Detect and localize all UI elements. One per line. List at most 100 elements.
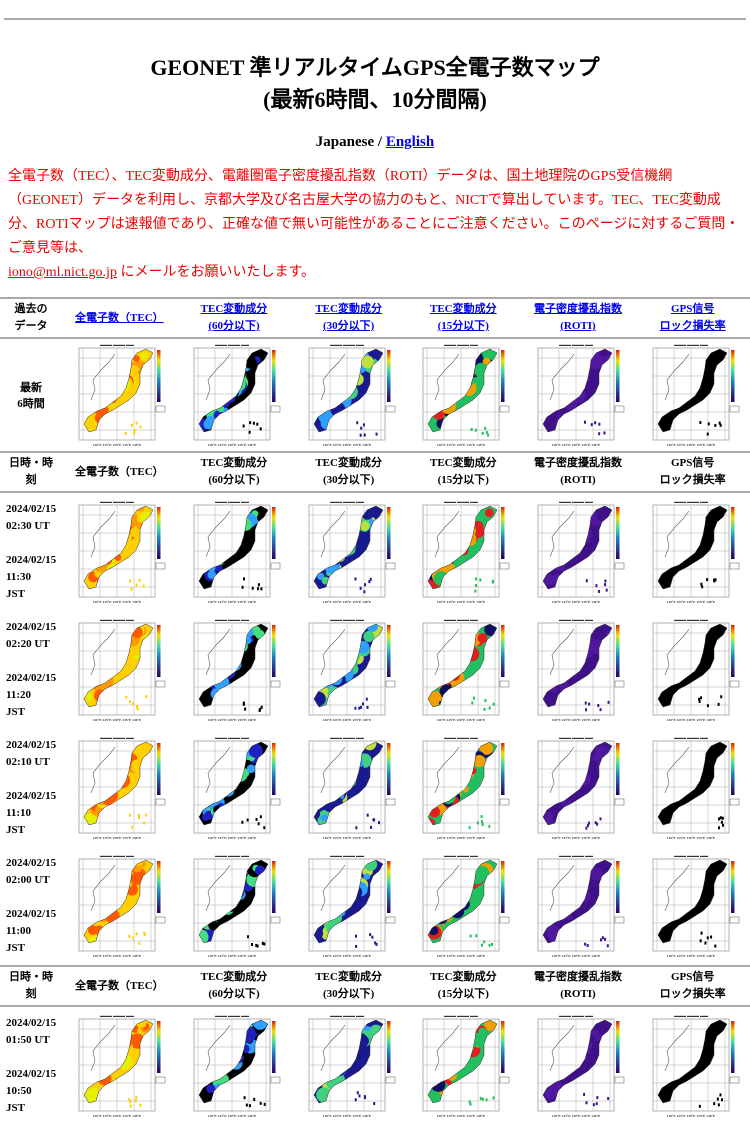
dtec30-map[interactable]: ▬▬▬ ▬▬▬ ▬▬ 120°E 125°E 130°E 135°E 140°E bbox=[298, 615, 399, 725]
header-text: TEC変動成分 bbox=[200, 457, 268, 469]
svg-text:▬▬▬ ▬▬▬ ▬▬: ▬▬▬ ▬▬▬ ▬▬ bbox=[674, 735, 708, 740]
map-blob bbox=[544, 811, 554, 821]
svg-text:120°E 125°E 130°E 135°E 140°E: 120°E 125°E 130°E 135°E 140°E bbox=[93, 1114, 142, 1118]
svg-text:120°E 125°E 130°E 135°E 140°E: 120°E 125°E 130°E 135°E 140°E bbox=[437, 836, 486, 840]
cell-lol: ▬▬▬ ▬▬▬ ▬▬ 120°E 125°E 130°E 135°E 140°E bbox=[635, 729, 750, 847]
svg-text:▬▬▬ ▬▬▬ ▬▬: ▬▬▬ ▬▬▬ ▬▬ bbox=[444, 617, 478, 622]
cell-dtec30: ▬▬▬ ▬▬▬ ▬▬ 120°E 125°E 130°E 135°E 140°E bbox=[291, 492, 406, 611]
lol-map[interactable]: ▬▬▬ ▬▬▬ ▬▬ 120°E 125°E 130°E 135°E 140°E bbox=[642, 1011, 743, 1121]
dtec15-map[interactable]: ▬▬▬ ▬▬▬ ▬▬ 120°E 125°E 130°E 135°E 140°E bbox=[413, 497, 514, 607]
dtec60-map[interactable]: ▬▬▬ ▬▬▬ ▬▬ 120°E 125°E 130°E 135°E 140°E bbox=[183, 615, 284, 725]
roti-map[interactable]: ▬▬▬ ▬▬▬ ▬▬ 120°E 125°E 130°E 135°E 140°E bbox=[527, 1011, 628, 1121]
svg-text:120°E 125°E 130°E 135°E 140°E: 120°E 125°E 130°E 135°E 140°E bbox=[322, 836, 371, 840]
roti-map[interactable]: ▬▬▬ ▬▬▬ ▬▬ 120°E 125°E 130°E 135°E 140°E bbox=[527, 851, 628, 961]
roti-map[interactable]: ▬▬▬ ▬▬▬ ▬▬ 120°E 125°E 130°E 135°E 140°E bbox=[527, 615, 628, 725]
tec-map[interactable]: ▬▬▬ ▬▬▬ ▬▬ 120°E 125°E 130°E 135°E 140°E bbox=[69, 615, 170, 725]
roti-map[interactable]: ▬▬▬ ▬▬▬ ▬▬ 120°E 125°E 130°E 135°E 140°E bbox=[527, 497, 628, 607]
svg-text:120°E 125°E 130°E 135°E 140°E: 120°E 125°E 130°E 135°E 140°E bbox=[437, 1114, 486, 1118]
dtec15-map[interactable]: ▬▬▬ ▬▬▬ ▬▬ 120°E 125°E 130°E 135°E 140°E bbox=[413, 851, 514, 961]
header-text: TEC変動成分 bbox=[315, 457, 382, 469]
link-dtec30[interactable]: TEC変動成分 (30分以下) bbox=[315, 303, 382, 332]
svg-text:▬▬▬ ▬▬▬ ▬▬: ▬▬▬ ▬▬▬ ▬▬ bbox=[559, 853, 593, 858]
header-text: (60分以下) bbox=[208, 320, 260, 332]
colorbar bbox=[615, 625, 620, 677]
map-blob bbox=[662, 689, 673, 700]
tec-map[interactable]: ▬▬▬ ▬▬▬ ▬▬ 120°E 125°E 130°E 135°E 140°E bbox=[69, 851, 170, 961]
dtec60-map[interactable]: ▬▬▬ ▬▬▬ ▬▬ 120°E 125°E 130°E 135°E 140°E bbox=[183, 733, 284, 843]
dtec30-map[interactable]: ▬▬▬ ▬▬▬ ▬▬ 120°E 125°E 130°E 135°E 140°E bbox=[298, 340, 399, 450]
colorbar bbox=[386, 507, 391, 559]
colorbar bbox=[501, 743, 505, 795]
header-dtec30: TEC変動成分 (30分以下) bbox=[291, 965, 406, 1007]
svg-text:120°E 125°E 130°E 135°E 140°E: 120°E 125°E 130°E 135°E 140°E bbox=[552, 836, 601, 840]
dtec60-map[interactable]: ▬▬▬ ▬▬▬ ▬▬ 120°E 125°E 130°E 135°E 140°E bbox=[183, 1011, 284, 1121]
lol-map[interactable]: ▬▬▬ ▬▬▬ ▬▬ 120°E 125°E 130°E 135°E 140°E bbox=[642, 851, 743, 961]
svg-text:120°E 125°E 130°E 135°E 140°E: 120°E 125°E 130°E 135°E 140°E bbox=[322, 600, 371, 604]
svg-text:▬▬▬ ▬▬▬ ▬▬: ▬▬▬ ▬▬▬ ▬▬ bbox=[215, 499, 249, 504]
svg-text:120°E 125°E 130°E 135°E 140°E: 120°E 125°E 130°E 135°E 140°E bbox=[552, 443, 601, 447]
map-blob bbox=[130, 526, 143, 538]
dtec15-map[interactable]: ▬▬▬ ▬▬▬ ▬▬ 120°E 125°E 130°E 135°E 140°E bbox=[413, 1011, 514, 1121]
header-text: TEC変動成分 bbox=[315, 971, 382, 983]
lol-map[interactable]: ▬▬▬ ▬▬▬ ▬▬ 120°E 125°E 130°E 135°E 140°E bbox=[642, 615, 743, 725]
l: 最新 bbox=[20, 382, 42, 394]
map-table: 過去の データ 全電子数（TEC） TEC変動成分 (60分以下) TEC変動成分 (30分… bbox=[0, 297, 750, 1125]
cell-lol: ▬▬▬ ▬▬▬ ▬▬ 120°E 125°E 130°E 135°E 140°E bbox=[635, 611, 750, 729]
dtec30-map[interactable]: ▬▬▬ ▬▬▬ ▬▬ 120°E 125°E 130°E 135°E 140°E bbox=[298, 733, 399, 843]
header-date: 日時・時刻 bbox=[0, 965, 62, 1007]
map-blob bbox=[714, 509, 725, 520]
tec-map[interactable]: ▬▬▬ ▬▬▬ ▬▬ 120°E 125°E 130°E 135°E 140°E bbox=[69, 340, 170, 450]
header-dtec60: TEC変動成分 (60分以下) bbox=[176, 451, 292, 493]
link-dtec60[interactable]: TEC変動成分 (60分以下) bbox=[201, 303, 268, 332]
tec-map[interactable]: ▬▬▬ ▬▬▬ ▬▬ 120°E 125°E 130°E 135°E 140°E bbox=[69, 497, 170, 607]
header-roti: 電子密度擾乱指数 (ROTI) bbox=[520, 965, 636, 1007]
header-text: (ROTI) bbox=[560, 988, 596, 1000]
svg-text:▬▬▬ ▬▬▬ ▬▬: ▬▬▬ ▬▬▬ ▬▬ bbox=[559, 617, 593, 622]
link-lol[interactable]: GPS信号 ロック損失率 bbox=[660, 303, 726, 332]
header-text: (60分以下) bbox=[208, 988, 260, 1000]
dtec60-map[interactable]: ▬▬▬ ▬▬▬ ▬▬ 120°E 125°E 130°E 135°E 140°E bbox=[183, 340, 284, 450]
dtec60-map[interactable]: ▬▬▬ ▬▬▬ ▬▬ 120°E 125°E 130°E 135°E 140°E bbox=[183, 497, 284, 607]
header-lol: GPS信号 ロック損失率 bbox=[635, 965, 750, 1007]
cell-tec: ▬▬▬ ▬▬▬ ▬▬ 120°E 125°E 130°E 135°E 140°E bbox=[62, 338, 177, 453]
svg-text:120°E 125°E 130°E 135°E 140°E: 120°E 125°E 130°E 135°E 140°E bbox=[666, 718, 715, 722]
dtec30-map[interactable]: ▬▬▬ ▬▬▬ ▬▬ 120°E 125°E 130°E 135°E 140°E bbox=[298, 1011, 399, 1121]
roti-map[interactable]: ▬▬▬ ▬▬▬ ▬▬ 120°E 125°E 130°E 135°E 140°E bbox=[527, 733, 628, 843]
jst-label: JST bbox=[6, 1102, 25, 1114]
svg-text:120°E 125°E 130°E 135°E 140°E: 120°E 125°E 130°E 135°E 140°E bbox=[208, 836, 257, 840]
link-tec[interactable]: 全電子数（TEC） bbox=[75, 312, 164, 324]
svg-text:120°E 125°E 130°E 135°E 140°E: 120°E 125°E 130°E 135°E 140°E bbox=[208, 600, 257, 604]
email-link[interactable]: iono@ml.nict.go.jp bbox=[8, 265, 117, 280]
lol-map[interactable]: ▬▬▬ ▬▬▬ ▬▬ 120°E 125°E 130°E 135°E 140°E bbox=[642, 733, 743, 843]
lol-map[interactable]: ▬▬▬ ▬▬▬ ▬▬ 120°E 125°E 130°E 135°E 140°E bbox=[642, 497, 743, 607]
ut-time: 02:20 UT bbox=[6, 638, 50, 650]
svg-text:▬▬▬ ▬▬▬ ▬▬: ▬▬▬ ▬▬▬ ▬▬ bbox=[674, 342, 708, 347]
dtec60-map[interactable]: ▬▬▬ ▬▬▬ ▬▬ 120°E 125°E 130°E 135°E 140°E bbox=[183, 851, 284, 961]
roti-map[interactable]: ▬▬▬ ▬▬▬ ▬▬ 120°E 125°E 130°E 135°E 140°E bbox=[527, 340, 628, 450]
dtec15-map[interactable]: ▬▬▬ ▬▬▬ ▬▬ 120°E 125°E 130°E 135°E 140°E bbox=[413, 733, 514, 843]
header-dtec60: TEC変動成分 (60分以下) bbox=[176, 965, 292, 1007]
lang-english-link[interactable]: English bbox=[385, 134, 435, 150]
map-blob bbox=[474, 871, 482, 879]
jst-label: JST bbox=[6, 588, 25, 600]
link-dtec15[interactable]: TEC変動成分 (15分以下) bbox=[430, 303, 497, 332]
dtec15-map[interactable]: ▬▬▬ ▬▬▬ ▬▬ 120°E 125°E 130°E 135°E 140°E bbox=[413, 340, 514, 450]
dtec30-map[interactable]: ▬▬▬ ▬▬▬ ▬▬ 120°E 125°E 130°E 135°E 140°E bbox=[298, 851, 399, 961]
map-blob bbox=[711, 1020, 724, 1032]
svg-text:▬▬▬ ▬▬▬ ▬▬: ▬▬▬ ▬▬▬ ▬▬ bbox=[559, 1013, 593, 1018]
map-blob bbox=[657, 931, 664, 941]
tec-map[interactable]: ▬▬▬ ▬▬▬ ▬▬ 120°E 125°E 130°E 135°E 140°E bbox=[69, 1011, 170, 1121]
link-roti[interactable]: 電子密度擾乱指数 (ROTI) bbox=[534, 303, 622, 332]
dtec15-map[interactable]: ▬▬▬ ▬▬▬ ▬▬ 120°E 125°E 130°E 135°E 140°E bbox=[413, 615, 514, 725]
colorbar bbox=[157, 350, 161, 402]
cell-lol: ▬▬▬ ▬▬▬ ▬▬ 120°E 125°E 130°E 135°E 140°E bbox=[635, 338, 750, 453]
header-text: 電子密度擾乱指数 bbox=[533, 303, 622, 315]
lol-map[interactable]: ▬▬▬ ▬▬▬ ▬▬ 120°E 125°E 130°E 135°E 140°E bbox=[642, 340, 743, 450]
tec-map[interactable]: ▬▬▬ ▬▬▬ ▬▬ 120°E 125°E 130°E 135°E 140°E bbox=[69, 733, 170, 843]
jst-date: 2024/02/15 bbox=[6, 908, 57, 920]
cell-dtec15: ▬▬▬ ▬▬▬ ▬▬ 120°E 125°E 130°E 135°E 140°E bbox=[406, 729, 521, 847]
map-blob bbox=[657, 415, 665, 431]
header-tec: 全電子数（TEC） bbox=[62, 451, 177, 493]
svg-text:120°E 125°E 130°E 135°E 140°E: 120°E 125°E 130°E 135°E 140°E bbox=[93, 954, 142, 958]
dtec30-map[interactable]: ▬▬▬ ▬▬▬ ▬▬ 120°E 125°E 130°E 135°E 140°E bbox=[298, 497, 399, 607]
